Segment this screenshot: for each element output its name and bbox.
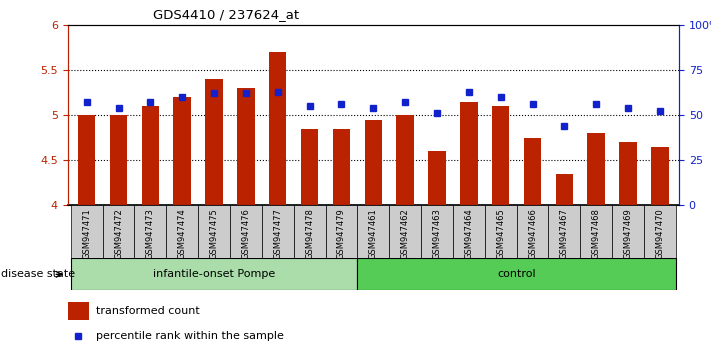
Text: control: control (497, 269, 536, 279)
Bar (389, 205, 421, 258)
Text: disease state: disease state (1, 269, 75, 279)
Text: GSM947470: GSM947470 (656, 208, 664, 259)
Bar (453, 205, 485, 258)
Text: percentile rank within the sample: percentile rank within the sample (96, 331, 284, 341)
Bar (102, 205, 134, 258)
Text: GSM947462: GSM947462 (400, 208, 410, 259)
Text: GSM947478: GSM947478 (305, 208, 314, 259)
Bar (269, 52, 287, 205)
Text: GSM947461: GSM947461 (369, 208, 378, 259)
Bar (396, 115, 414, 205)
Bar (262, 205, 294, 258)
Bar (358, 205, 389, 258)
Bar (644, 205, 676, 258)
Bar (460, 102, 478, 205)
Bar (421, 205, 453, 258)
Bar (612, 205, 644, 258)
Text: GSM947473: GSM947473 (146, 208, 155, 259)
Text: GSM947463: GSM947463 (432, 208, 442, 259)
Bar (555, 174, 573, 205)
Bar (230, 205, 262, 258)
Bar (428, 151, 446, 205)
Bar (109, 115, 127, 205)
Bar (587, 133, 605, 205)
Bar (365, 120, 382, 205)
Text: GSM947464: GSM947464 (464, 208, 474, 259)
Bar (205, 79, 223, 205)
Bar (358, 258, 676, 290)
Bar (198, 205, 230, 258)
Text: GSM947479: GSM947479 (337, 208, 346, 259)
Bar (134, 205, 166, 258)
Bar (70, 205, 102, 258)
Bar (141, 106, 159, 205)
Text: GSM947465: GSM947465 (496, 208, 505, 259)
Text: transformed count: transformed count (96, 306, 200, 316)
Text: GSM947468: GSM947468 (592, 208, 601, 259)
Text: GSM947477: GSM947477 (273, 208, 282, 259)
Bar (333, 129, 351, 205)
Text: GSM947469: GSM947469 (624, 208, 633, 259)
Bar (68, 302, 89, 320)
Bar (70, 258, 358, 290)
Text: infantile-onset Pompe: infantile-onset Pompe (153, 269, 275, 279)
Text: GSM947466: GSM947466 (528, 208, 537, 259)
Bar (517, 205, 548, 258)
Bar (524, 138, 541, 205)
Text: GSM947472: GSM947472 (114, 208, 123, 259)
Bar (485, 205, 517, 258)
Bar (619, 142, 637, 205)
Bar (548, 205, 580, 258)
Bar (651, 147, 668, 205)
Text: GDS4410 / 237624_at: GDS4410 / 237624_at (153, 8, 299, 21)
Bar (166, 205, 198, 258)
Bar (294, 205, 326, 258)
Text: GSM947474: GSM947474 (178, 208, 187, 259)
Text: GSM947476: GSM947476 (242, 208, 250, 259)
Bar (78, 115, 95, 205)
Bar (326, 205, 358, 258)
Text: GSM947475: GSM947475 (210, 208, 218, 259)
Bar (173, 97, 191, 205)
Text: GSM947471: GSM947471 (82, 208, 91, 259)
Bar (492, 106, 509, 205)
Bar (237, 88, 255, 205)
Bar (580, 205, 612, 258)
Text: GSM947467: GSM947467 (560, 208, 569, 259)
Bar (301, 129, 319, 205)
